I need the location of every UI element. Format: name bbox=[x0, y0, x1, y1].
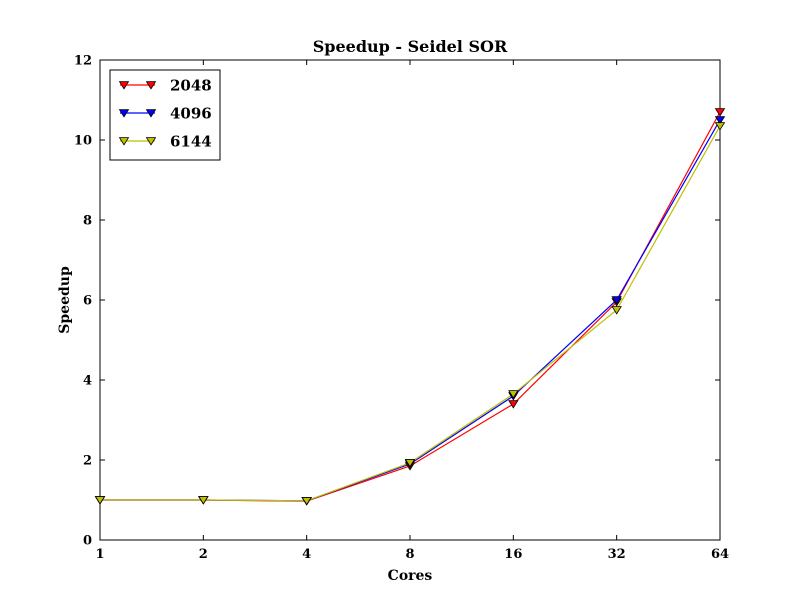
y-tick-label: 12 bbox=[74, 54, 92, 69]
chart-title: Speedup - Seidel SOR bbox=[313, 37, 508, 56]
x-tick-label: 16 bbox=[504, 547, 522, 562]
x-tick-label: 64 bbox=[711, 547, 729, 562]
data-point-6144 bbox=[94, 496, 106, 505]
data-point-6144 bbox=[611, 306, 622, 315]
legend-label-2048: 2048 bbox=[170, 77, 212, 95]
series-line-4096 bbox=[100, 119, 720, 502]
legend-marker-4096 bbox=[145, 109, 157, 118]
data-point-6144 bbox=[508, 390, 519, 399]
x-axis: 1 2 4 8 16 32 64 bbox=[95, 60, 729, 562]
y-tick-label: 2 bbox=[83, 454, 92, 469]
legend-marker-6144 bbox=[145, 137, 157, 146]
data-point-2048 bbox=[714, 108, 726, 117]
x-tick-label: 4 bbox=[302, 547, 311, 562]
y-axis-title: Speedup bbox=[57, 266, 73, 334]
data-point-6144 bbox=[404, 459, 416, 468]
legend: 2048 4096 6144 bbox=[109, 69, 221, 161]
x-axis-title: Cores bbox=[388, 568, 433, 584]
series-layer bbox=[100, 111, 720, 502]
data-point-6144 bbox=[198, 496, 209, 505]
series-line-2048 bbox=[100, 111, 720, 502]
x-tick-label: 1 bbox=[95, 547, 104, 562]
y-tick-label: 6 bbox=[83, 294, 92, 309]
y-tick-label: 0 bbox=[83, 534, 92, 549]
x-tick-label: 2 bbox=[199, 547, 208, 562]
x-tick-label: 8 bbox=[405, 547, 414, 562]
data-point-6144 bbox=[714, 122, 726, 131]
y-tick-label: 8 bbox=[83, 214, 92, 229]
legend-marker-2048 bbox=[145, 81, 157, 90]
legend-marker-6144 bbox=[118, 137, 130, 146]
legend-items: 2048 4096 6144 bbox=[118, 77, 212, 151]
legend-marker-2048 bbox=[118, 81, 130, 90]
y-axis: 0 2 4 6 8 10 12 bbox=[74, 54, 720, 549]
data-point-2048 bbox=[508, 400, 519, 409]
data-point-6144 bbox=[301, 497, 312, 506]
data-point-4096 bbox=[714, 116, 726, 125]
x-tick-label: 32 bbox=[608, 547, 626, 562]
y-tick-label: 4 bbox=[83, 374, 92, 389]
legend-label-4096: 4096 bbox=[170, 105, 212, 123]
data-point-4096 bbox=[611, 296, 622, 305]
y-tick-label: 10 bbox=[74, 134, 92, 149]
legend-label-6144: 6144 bbox=[170, 133, 212, 151]
series-line-6144 bbox=[100, 125, 720, 502]
legend-marker-4096 bbox=[118, 109, 130, 118]
marker-layer bbox=[94, 108, 726, 506]
